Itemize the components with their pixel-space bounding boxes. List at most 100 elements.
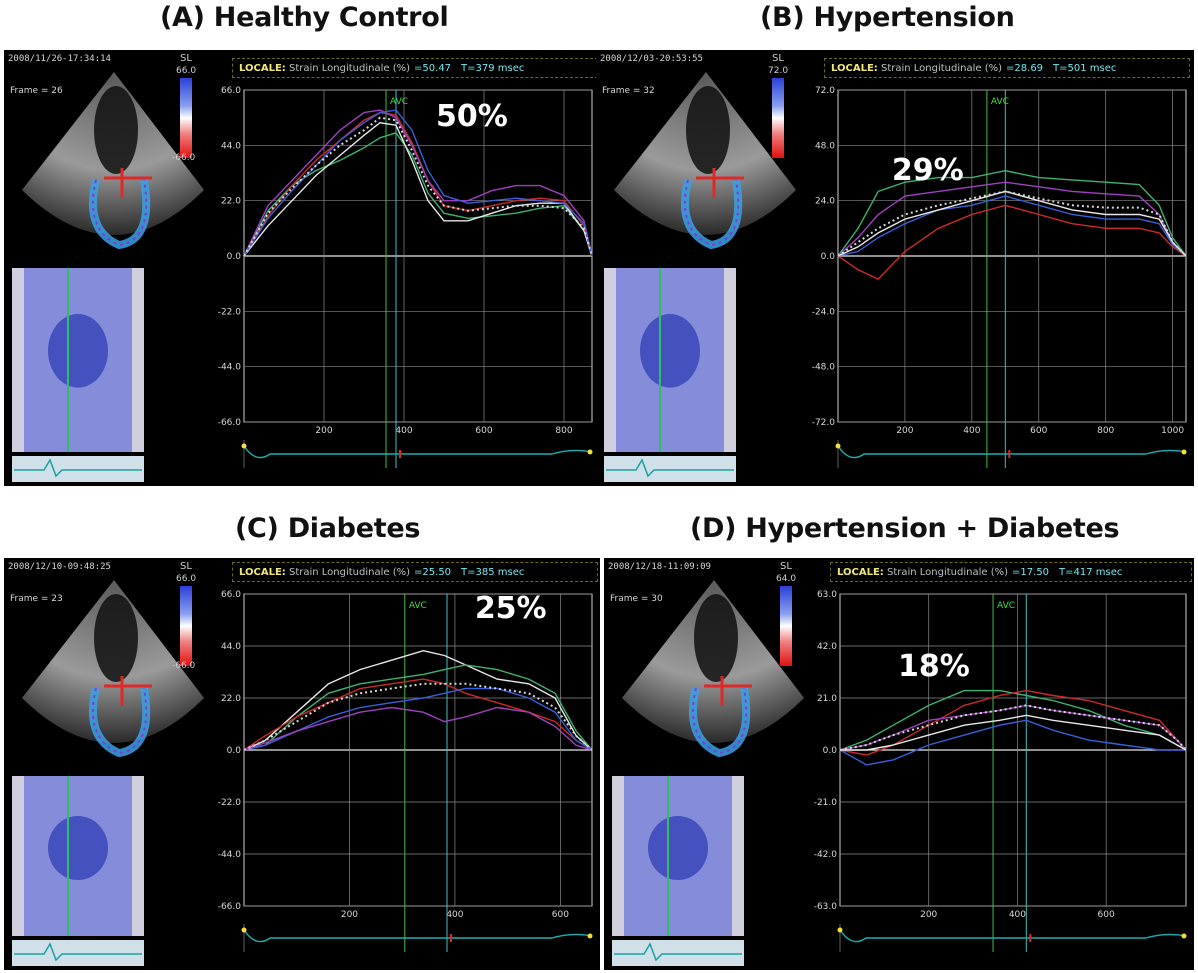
y-tick-label: 24.0 xyxy=(815,197,835,207)
ecg-strip xyxy=(12,456,144,482)
locale-label: LOCALE: xyxy=(837,567,884,578)
peak-strain-annotation: 29% xyxy=(892,153,964,188)
panel-a: 2008/11/26-17:34:14 Frame = 26 SL 66.0 -… xyxy=(4,50,600,486)
ecg-trace xyxy=(839,929,1187,943)
locale-time: T=417 msec xyxy=(1059,567,1123,578)
x-tick-label: 200 xyxy=(920,910,937,920)
colorbar-label-b: SL xyxy=(772,53,784,64)
timestamp-c: 2008/12/10-09:48:25 xyxy=(8,562,111,572)
locale-time: T=379 msec xyxy=(461,63,525,74)
ecg-trace xyxy=(14,942,142,962)
ecg-strip xyxy=(612,940,744,966)
locale-label: LOCALE: xyxy=(831,63,878,74)
colorbar-label-c: SL xyxy=(180,561,192,572)
strain-chart-c: 66.0 44.0 22.0 0.0 -22.0 -44.0 -66.0 200 400 600 A… xyxy=(218,590,593,952)
y-tick-label: 42.0 xyxy=(817,642,837,652)
y-tick-label: -48.0 xyxy=(812,363,836,373)
strain-colorbar xyxy=(780,586,792,666)
y-tick-label: -44.0 xyxy=(218,850,242,860)
colorbar-min-c: -66.0 xyxy=(172,661,196,671)
x-tick-label: 400 xyxy=(446,910,463,920)
colorbar-label-a: SL xyxy=(180,53,192,64)
y-tick-label: 66.0 xyxy=(221,86,241,96)
y-tick-label: 21.0 xyxy=(817,694,837,704)
y-tick-label: -21.0 xyxy=(814,798,838,808)
ecg-trace xyxy=(614,942,742,962)
strain-curve xyxy=(839,719,1186,766)
strain-curve xyxy=(243,111,593,257)
strain-curve xyxy=(837,181,1187,257)
y-tick-label: 0.0 xyxy=(821,252,836,262)
colorbar-max-a: 66.0 xyxy=(176,66,197,76)
strain-curve xyxy=(243,664,593,751)
strain-chart-a: 66.0 44.0 22.0 0.0 -22.0 -44.0 -66.0 200 400 600 8… xyxy=(218,86,593,468)
strain-curve xyxy=(837,204,1187,280)
frame-label-a: Frame = 26 xyxy=(10,86,63,96)
locale-time: T=385 msec xyxy=(461,567,525,578)
colorbar-max-c: 66.0 xyxy=(176,574,197,584)
strain-colorbar xyxy=(180,78,192,158)
strain-curve xyxy=(840,714,1187,751)
y-tick-label: -42.0 xyxy=(814,850,838,860)
x-tick-label: 200 xyxy=(341,910,358,920)
strain-curve xyxy=(243,121,593,257)
avc-label: AVC xyxy=(997,601,1015,611)
strain-curve xyxy=(837,169,1187,257)
y-tick-label: 44.0 xyxy=(221,141,241,151)
ecg-trace xyxy=(14,458,142,478)
m-mode-core xyxy=(48,314,108,388)
colorbar-max-d: 64.0 xyxy=(776,574,797,584)
echo-view-d xyxy=(612,580,804,966)
x-tick-label: 200 xyxy=(896,426,913,436)
locale-bar-c: LOCALE: Strain Longitudinale (%) =25.50 T=… xyxy=(232,562,598,582)
y-tick-label: 22.0 xyxy=(221,694,241,704)
y-tick-label: -44.0 xyxy=(218,363,242,373)
locale-bar-b: LOCALE: Strain Longitudinale (%) =28.69 T=… xyxy=(824,58,1190,78)
colorbar-min-a: -66.0 xyxy=(172,153,196,163)
y-tick-label: -63.0 xyxy=(814,902,838,912)
x-tick-label: 400 xyxy=(395,426,412,436)
strain-curve xyxy=(837,190,1187,257)
avc-label: AVC xyxy=(390,97,408,107)
y-tick-label: 66.0 xyxy=(221,590,241,600)
strain-curve xyxy=(243,678,593,751)
y-tick-label: 0.0 xyxy=(823,746,838,756)
y-tick-label: 0.0 xyxy=(227,252,242,262)
colorbar-label-d: SL xyxy=(780,561,792,572)
ecg-trace xyxy=(243,929,593,943)
locale-desc: Strain Longitudinale (%) xyxy=(880,63,1003,74)
y-tick-label: -66.0 xyxy=(218,418,242,428)
strain-chart-b: 72.0 48.0 24.0 0.0 -24.0 -48.0 -72.0 200 400 600 8… xyxy=(812,86,1187,468)
avc-label: AVC xyxy=(991,97,1009,107)
lv-cavity xyxy=(94,594,138,682)
y-tick-label: 72.0 xyxy=(815,86,835,96)
strain-curve xyxy=(243,706,593,751)
ecg-trace xyxy=(243,445,593,459)
peak-strain-annotation: 50% xyxy=(436,99,508,134)
locale-bar-a: LOCALE: Strain Longitudinale (%) =50.47 T=… xyxy=(232,58,598,78)
locale-desc: Strain Longitudinale (%) xyxy=(288,567,411,578)
locale-value: =25.50 xyxy=(414,567,452,578)
ecg-trace xyxy=(606,458,734,478)
locale-value: =50.47 xyxy=(414,63,452,74)
lv-cavity xyxy=(94,86,138,174)
panel-d: 2008/12/18-11:09:09 Frame = 30 SL 64.0 L… xyxy=(604,558,1194,970)
y-tick-label: 63.0 xyxy=(817,590,837,600)
echo-view-a xyxy=(12,72,204,482)
frame-label-d: Frame = 30 xyxy=(610,594,663,604)
strain-colorbar xyxy=(180,586,192,666)
peak-strain-annotation: 18% xyxy=(898,649,970,684)
locale-label: LOCALE: xyxy=(239,63,286,74)
locale-desc: Strain Longitudinale (%) xyxy=(886,567,1009,578)
y-tick-label: 22.0 xyxy=(221,197,241,207)
panel-title-c: (C) Diabetes xyxy=(235,513,421,544)
locale-value: =17.50 xyxy=(1012,567,1050,578)
y-tick-label: 0.0 xyxy=(227,746,242,756)
ecg-marker xyxy=(241,927,247,933)
frame-label-b: Frame = 32 xyxy=(602,86,655,96)
timestamp-a: 2008/11/26-17:34:14 xyxy=(8,54,111,64)
ecg-marker xyxy=(837,927,843,933)
x-tick-label: 600 xyxy=(475,426,492,436)
x-tick-label: 600 xyxy=(1098,910,1115,920)
frame-label-c: Frame = 23 xyxy=(10,594,63,604)
